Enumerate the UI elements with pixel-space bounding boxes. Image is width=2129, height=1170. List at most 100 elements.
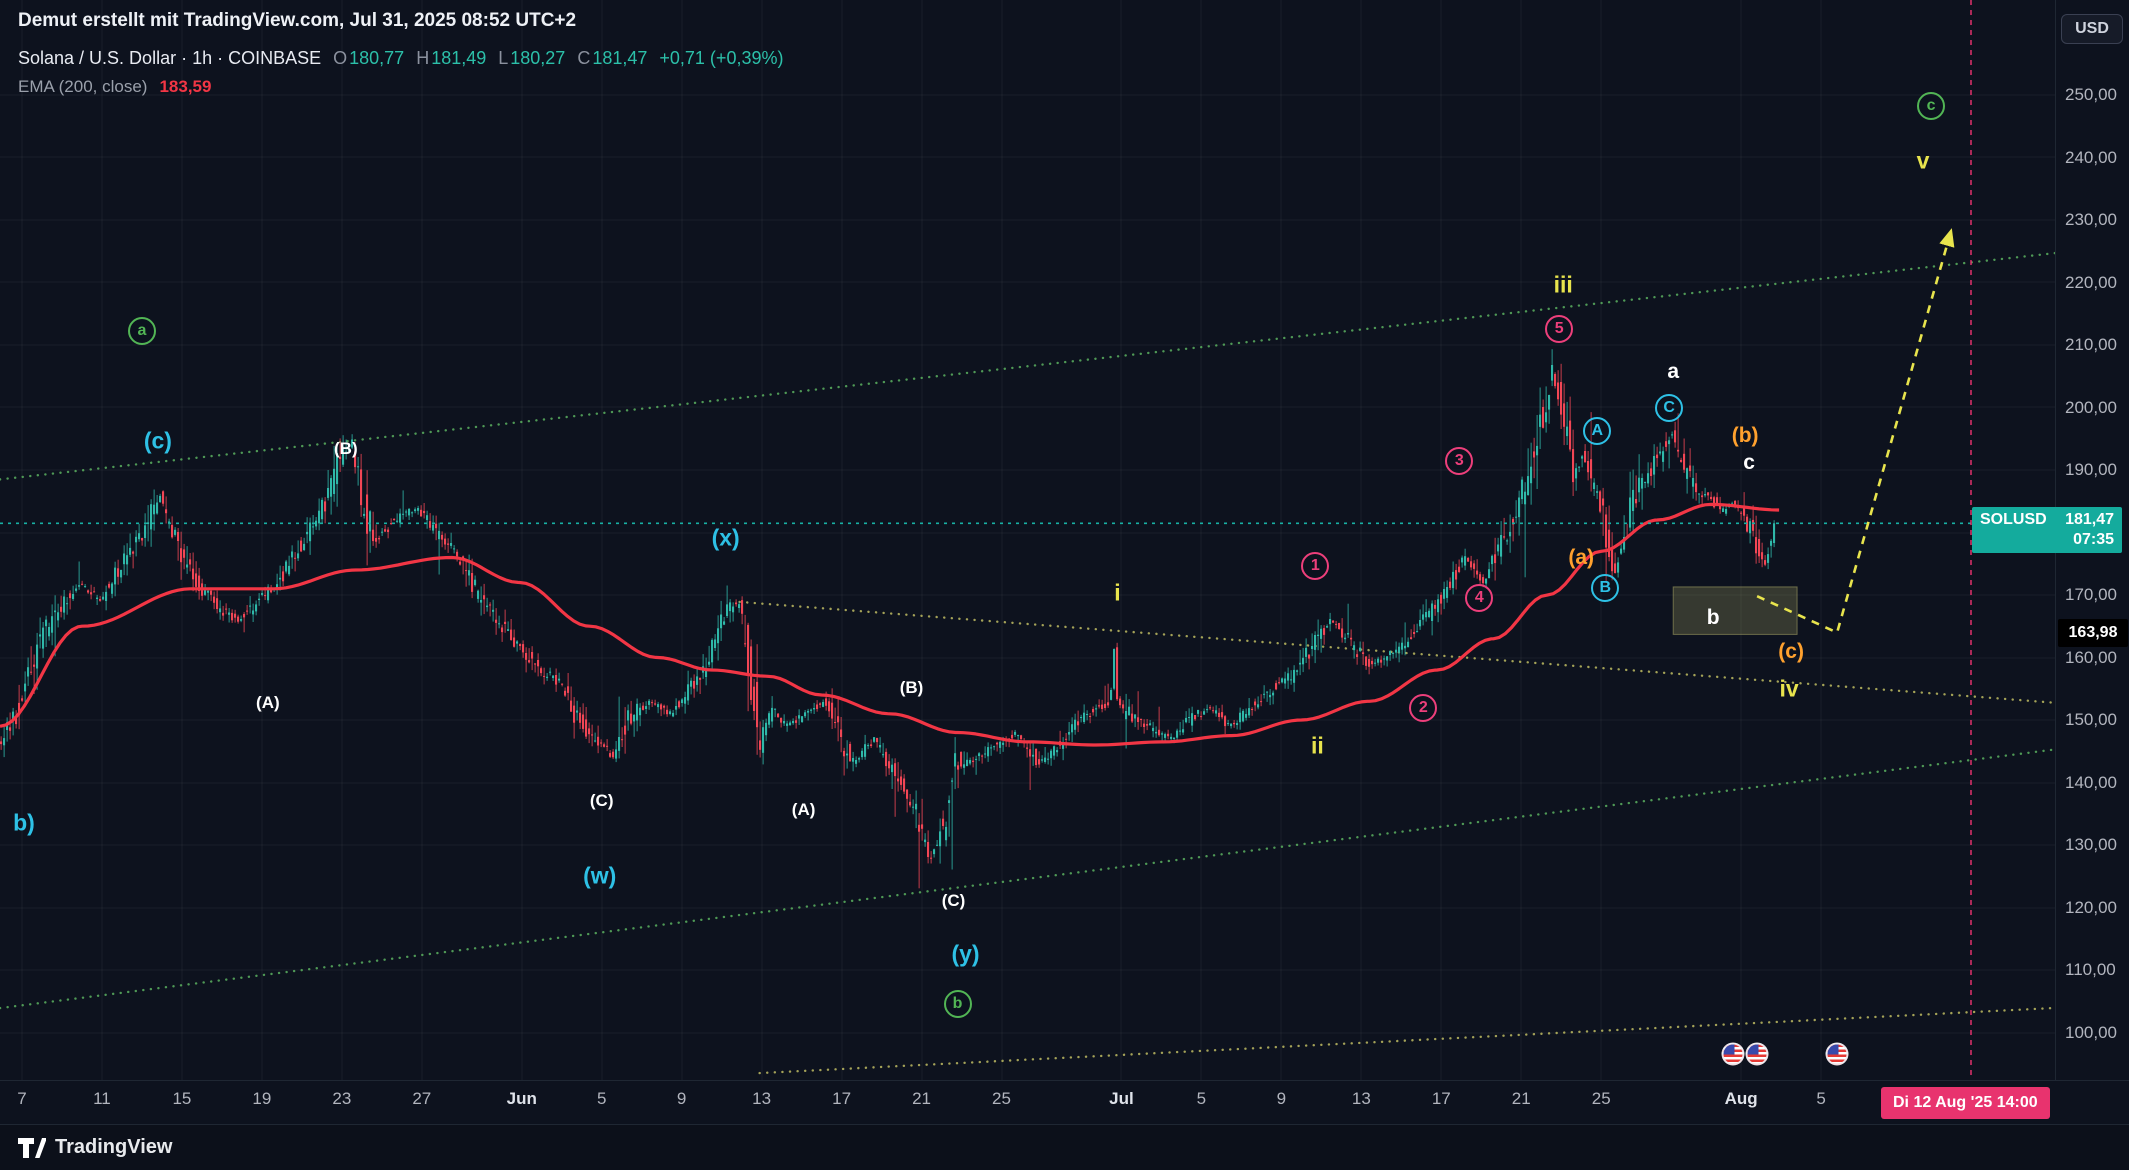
wave-label[interactable]: a — [1667, 359, 1680, 383]
ema-indicator-label[interactable]: EMA (200, close) — [18, 77, 148, 96]
wave-label[interactable]: c — [1743, 451, 1755, 475]
time-tick: 5 — [596, 1089, 607, 1108]
ohlc-high-value: 181,49 — [431, 48, 487, 68]
ema-line[interactable] — [0, 502, 1780, 747]
wave-label[interactable]: (A) — [791, 800, 816, 819]
wave-label[interactable]: (c) — [143, 427, 172, 454]
price-tick: 170,00 — [2065, 585, 2117, 604]
time-tick: 27 — [412, 1089, 432, 1108]
tradingview-logo[interactable]: TradingView — [16, 1135, 172, 1161]
wave-label[interactable]: b) — [13, 809, 35, 835]
time-tick: 9 — [1276, 1089, 1287, 1108]
wave-label[interactable]: (x) — [711, 524, 740, 551]
candles-layer — [0, 349, 1776, 889]
price-tick: 160,00 — [2065, 647, 2117, 667]
price-tick: 220,00 — [2065, 272, 2117, 292]
us-flag-icon[interactable] — [1745, 1042, 1769, 1066]
price-tick: 130,00 — [2065, 835, 2117, 854]
tradingview-logo-icon — [18, 1137, 46, 1158]
chart-canvas[interactable] — [0, 0, 2055, 1080]
time-tick: 17 — [832, 1089, 852, 1108]
chart-pane[interactable]: a (c) b) (A) (B) (C) (w) (A) (x) (B) (C) (y) b i ii 1 2 3… — [0, 0, 2122, 1080]
wave-label[interactable]: (B) — [899, 677, 924, 697]
wave-label[interactable]: i — [1114, 579, 1121, 605]
time-tick: 25 — [1591, 1089, 1611, 1108]
wave-label[interactable]: iii — [1553, 271, 1573, 298]
change-value: +0,71 (+0,39%) — [659, 48, 784, 68]
wave-label[interactable]: (a) — [1568, 546, 1595, 570]
time-tick: 13 — [1351, 1089, 1371, 1108]
time-tick: 21 — [1511, 1089, 1531, 1108]
price-badge-symbol: SOLUSD — [1980, 511, 2047, 529]
time-tick: 7 — [17, 1089, 27, 1108]
symbol-legend-row: Solana / U.S. Dollar · 1h · COINBASE O 18… — [18, 48, 783, 69]
price-tick: 230,00 — [2065, 210, 2117, 229]
time-tick: 19 — [252, 1089, 272, 1108]
wave-label[interactable]: v — [1916, 147, 1930, 174]
wave-label[interactable]: (w) — [583, 862, 617, 889]
wave-label[interactable]: (b) — [1731, 424, 1759, 448]
tradingview-brand-text: TradingView — [55, 1136, 173, 1158]
legend: Solana / U.S. Dollar · 1h · COINBASE O 18… — [18, 48, 783, 105]
level-price-badge: 163,98 — [2058, 618, 2128, 647]
price-tick: 190,00 — [2065, 460, 2117, 479]
time-tick: 9 — [676, 1089, 687, 1108]
wave-label[interactable]: (C) — [589, 791, 614, 811]
wave-label[interactable]: ii — [1310, 732, 1324, 759]
wave-label[interactable]: (c) — [1778, 639, 1804, 663]
wave-label[interactable]: b — [1706, 606, 1720, 630]
current-price-badge: SOLUSD 181,47 07:35 — [1972, 507, 2122, 554]
wave-label[interactable]: 5 — [1545, 314, 1574, 343]
symbol-title[interactable]: Solana / U.S. Dollar · 1h · COINBASE — [18, 48, 322, 68]
price-scale[interactable]: USD 250,00 240,00 230,00 220,00 210,00 200,00… — [2055, 0, 2129, 1080]
wave-label[interactable]: (A) — [256, 692, 280, 712]
time-tick-month: Aug — [1724, 1089, 1758, 1108]
wave-label[interactable]: 1 — [1301, 552, 1330, 581]
target-zone-box[interactable] — [1672, 586, 1798, 635]
drawing-annotations-layer: a (c) b) (A) (B) (C) (w) (A) (x) (B) (C) (y) b i ii 1 2 3… — [13, 91, 1946, 1066]
ohlc-high-key: H — [416, 48, 430, 68]
us-flag-icon[interactable] — [1825, 1042, 1849, 1066]
wave-label[interactable]: c — [1917, 91, 1946, 120]
wave-label[interactable]: (C) — [941, 890, 966, 910]
time-scale[interactable]: 7 11 15 19 23 27 Jun 5 9 13 17 21 25 Jul 5 9 13 17 21 25 Aug… — [0, 1080, 2129, 1125]
ohlc-low-key: L — [498, 48, 509, 68]
ohlc-close-value: 181,47 — [592, 48, 648, 68]
wave-label[interactable]: B — [1591, 574, 1620, 603]
time-tick-month: Jul — [1109, 1089, 1134, 1108]
time-tick: 11 — [93, 1089, 111, 1108]
wave-label[interactable]: 4 — [1465, 583, 1494, 612]
time-tick: 25 — [992, 1089, 1011, 1108]
time-tick: 5 — [1816, 1089, 1826, 1108]
price-tick: 110,00 — [2065, 960, 2116, 979]
footer-bar: TradingView — [0, 1124, 2129, 1170]
time-tick: 17 — [1431, 1089, 1451, 1108]
projection-path[interactable] — [1756, 228, 1955, 635]
ohlc-close-key: C — [577, 48, 591, 68]
ohlc-open-value: 180,77 — [349, 48, 405, 68]
price-badge-price: 181,47 — [2065, 511, 2114, 529]
trendlines-layer[interactable] — [0, 249, 2055, 1075]
wave-label[interactable]: C — [1655, 393, 1684, 422]
currency-toggle-button[interactable]: USD — [2061, 14, 2123, 44]
wave-label[interactable]: a — [127, 317, 156, 346]
wave-label[interactable]: 3 — [1445, 446, 1474, 475]
watermark-text: Demut erstellt mit TradingView.com, Jul … — [18, 10, 577, 31]
price-tick: 140,00 — [2065, 772, 2117, 792]
us-flag-icon[interactable] — [1721, 1042, 1745, 1066]
time-tick: 21 — [912, 1089, 932, 1108]
wave-label[interactable]: A — [1583, 416, 1612, 445]
ohlc-low-value: 180,27 — [510, 48, 566, 68]
wave-label[interactable]: (B) — [334, 439, 358, 459]
wave-label[interactable]: (y) — [951, 940, 980, 967]
price-tick: 100,00 — [2065, 1022, 2117, 1042]
time-tick: 13 — [752, 1089, 772, 1108]
time-tick: 23 — [332, 1089, 352, 1108]
future-date-badge: Di 12 Aug '25 14:00 — [1881, 1087, 2050, 1119]
price-tick: 150,00 — [2065, 710, 2117, 729]
wave-label[interactable]: b — [943, 989, 972, 1018]
price-tick: 240,00 — [2065, 147, 2117, 167]
price-tick: 200,00 — [2065, 397, 2117, 417]
wave-label[interactable]: 2 — [1409, 693, 1438, 722]
wave-label[interactable]: iv — [1779, 675, 1799, 702]
